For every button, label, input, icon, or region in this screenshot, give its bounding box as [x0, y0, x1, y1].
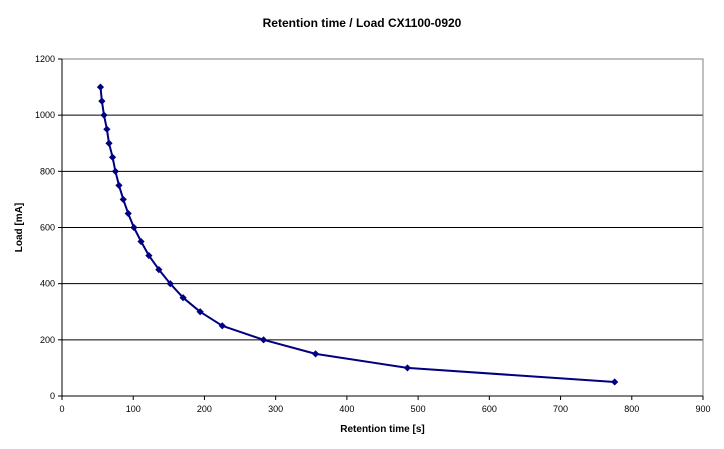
- x-tick-label-600: 600: [482, 404, 497, 414]
- data-point-19: [311, 350, 320, 358]
- data-point-1: [98, 97, 106, 105]
- series-line-0: [99, 87, 615, 383]
- data-point-4: [105, 139, 113, 147]
- x-tick-label-500: 500: [411, 404, 426, 414]
- y-tick-label-1000: 1000: [35, 110, 55, 120]
- data-point-20: [403, 364, 412, 372]
- data-point-3: [103, 125, 111, 133]
- y-tick-label-200: 200: [40, 335, 55, 345]
- tick-labels: 0 200 400 600 800 1000 1200 0 100 200 300 400 500 600…: [35, 54, 711, 414]
- y-tick-label-1200: 1200: [35, 54, 55, 64]
- x-tick-label-200: 200: [197, 404, 212, 414]
- data-point-2: [100, 111, 108, 119]
- y-tick-label-800: 800: [40, 166, 55, 176]
- data-point-9: [124, 209, 132, 218]
- data-series: [96, 83, 619, 386]
- data-point-15: [179, 294, 187, 302]
- data-point-0: [96, 83, 105, 91]
- y-tick-label-400: 400: [40, 279, 55, 289]
- x-axis-label: Retention time [s]: [340, 424, 424, 435]
- x-tick-label-800: 800: [624, 404, 639, 414]
- data-point-14: [166, 280, 174, 288]
- x-tick-label-400: 400: [339, 404, 354, 414]
- data-point-18: [259, 336, 268, 344]
- x-tick-label-300: 300: [268, 404, 283, 414]
- y-tick-label-0: 0: [50, 391, 55, 401]
- data-point-12: [145, 251, 153, 260]
- y-tick-label-600: 600: [40, 223, 55, 233]
- data-point-21: [611, 378, 619, 386]
- data-point-17: [218, 322, 226, 330]
- data-point-5: [108, 153, 117, 161]
- data-point-7: [115, 181, 123, 189]
- data-point-10: [130, 223, 138, 232]
- x-tick-label-700: 700: [553, 404, 568, 414]
- axes: [58, 58, 704, 400]
- x-tick-label-900: 900: [695, 404, 710, 414]
- x-tick-label-0: 0: [59, 404, 64, 414]
- x-tick-label-100: 100: [126, 404, 141, 414]
- chart-title: Retention time / Load CX1100-0920: [263, 16, 462, 30]
- y-axis-label: Load [mA]: [14, 203, 25, 252]
- gridlines: [62, 58, 703, 341]
- data-point-13: [155, 266, 163, 274]
- data-point-8: [119, 195, 127, 204]
- data-point-16: [196, 308, 204, 316]
- data-point-6: [111, 167, 120, 175]
- data-point-11: [137, 237, 145, 246]
